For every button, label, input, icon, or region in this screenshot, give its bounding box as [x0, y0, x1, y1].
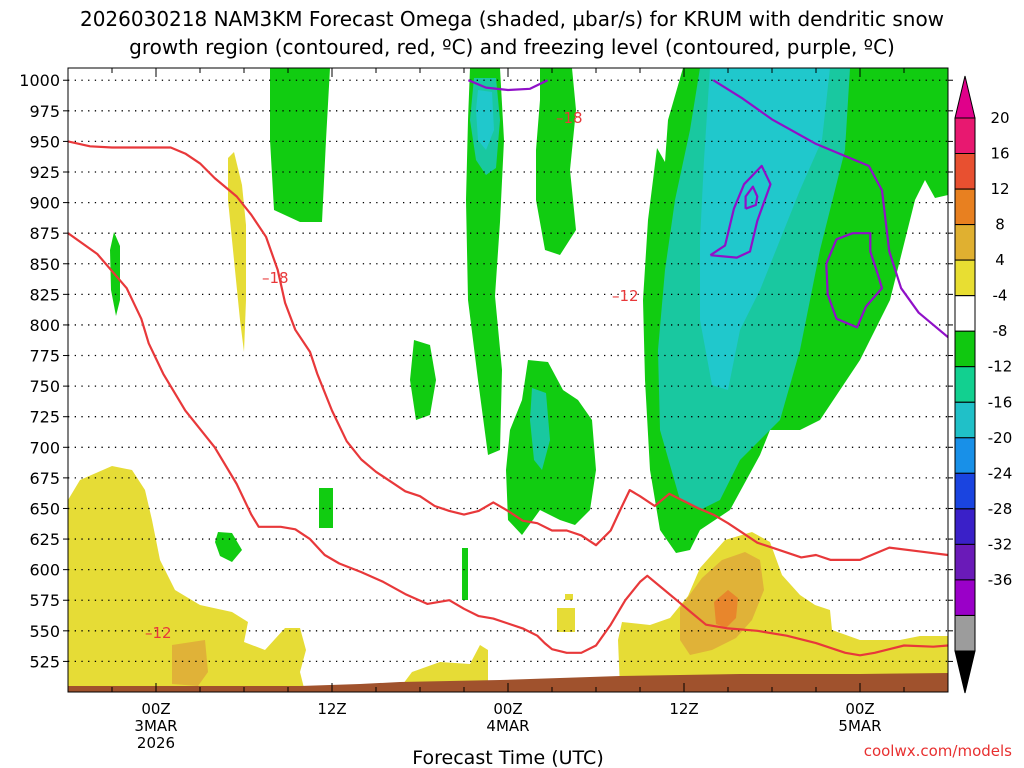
y-axis-ticks: 525 550 575 600 625 650 675 700 725 750 775 800 825 8…	[19, 71, 953, 671]
contour-dgz_-18_lower	[68, 232, 948, 657]
x-axis-title: Forecast Time (UTC)	[412, 747, 603, 768]
y-tick-label-650: 650	[29, 499, 60, 518]
colorbar-swatch-10	[954, 472, 976, 510]
colorbar-top-arrow	[954, 75, 976, 119]
omega-green-box	[319, 488, 333, 528]
omega-yellow-patch-b	[557, 608, 575, 632]
x-tick-label-12-1: 12Z	[317, 700, 346, 718]
colorbar-swatch-6	[954, 330, 976, 368]
colorbar-label-6: -8	[993, 322, 1008, 340]
x-tick-label-0-1: 00Z	[141, 700, 170, 718]
contour-label-minus12-b: –12	[612, 287, 639, 305]
omega-teal-lower	[530, 388, 550, 470]
colorbar-swatch-4	[954, 259, 976, 297]
colorbar-label-7: -12	[988, 358, 1013, 376]
x-tick-label-0-3: 2026	[137, 734, 175, 752]
colorbar-label-11: -28	[988, 500, 1013, 518]
omega-green-column-b	[536, 68, 576, 255]
contour-freezing_blob_right	[825, 232, 884, 329]
contour-freezing_rising	[712, 79, 948, 339]
y-tick-label-525: 525	[29, 652, 60, 671]
colorbar-swatch-3	[954, 224, 976, 261]
y-tick-label-775: 775	[29, 347, 60, 366]
x-tick-label-0-2: 3MAR	[134, 717, 177, 735]
omega-cyan-center	[476, 90, 494, 150]
contour-label-minus12-a: –12	[145, 624, 172, 642]
y-tick-label-975: 975	[29, 102, 60, 121]
colorbar-swatch-1	[954, 153, 976, 190]
credit-text: coolwx.com/models	[864, 742, 1012, 760]
omega-green-mid-patch	[410, 340, 436, 420]
omega-yellow-bottom-left	[68, 466, 306, 688]
colorbar-swatch-14	[954, 615, 976, 652]
chart-title-line2: growth region (contoured, red, ºC) and f…	[129, 35, 895, 59]
omega-cyan-right	[700, 68, 830, 390]
omega-orange-core	[714, 590, 738, 628]
y-tick-label-850: 850	[29, 255, 60, 274]
x-tick-label-24-2: 4MAR	[486, 717, 529, 735]
colorbar-swatch-8	[954, 401, 976, 439]
contour-freezing_overnight	[467, 79, 549, 92]
y-tick-label-600: 600	[29, 561, 60, 580]
colorbar-label-4: 4	[995, 251, 1005, 269]
omega-shading	[68, 68, 948, 692]
y-tick-label-550: 550	[29, 622, 60, 641]
y-tick-label-825: 825	[29, 285, 60, 304]
y-tick-label-875: 875	[29, 224, 60, 243]
colorbar-swatch-9	[954, 437, 976, 474]
colorbar-label-10: -24	[988, 464, 1013, 482]
y-tick-label-750: 750	[29, 377, 60, 396]
contour-lines	[68, 79, 948, 657]
chart-title-line1: 2026030218 NAM3KM Forecast Omega (shaded…	[80, 7, 944, 31]
y-tick-label-625: 625	[29, 530, 60, 549]
contour-freezing_blob_left	[709, 164, 772, 259]
x-tick-label-48-2: 5MAR	[838, 717, 881, 735]
colorbar-label-3: 8	[995, 216, 1005, 234]
y-tick-label-1000: 1000	[19, 71, 60, 90]
y-tick-label-900: 900	[29, 194, 60, 213]
omega-gold-left	[172, 640, 208, 686]
x-tick-label-24-1: 00Z	[493, 700, 522, 718]
colorbar-swatch-12	[954, 543, 976, 581]
colorbar-label-9: -20	[988, 429, 1013, 447]
y-tick-label-575: 575	[29, 591, 60, 610]
y-tick-label-700: 700	[29, 438, 60, 457]
omega-green-blob	[215, 532, 242, 562]
y-tick-label-725: 725	[29, 408, 60, 427]
colorbar-label-5: -4	[993, 287, 1008, 305]
colorbar-label-2: 12	[990, 180, 1009, 198]
contour-dgz_-12_upper	[68, 140, 948, 561]
omega-green-left-column	[270, 68, 330, 222]
x-tick-label-48-1: 00Z	[845, 700, 874, 718]
colorbar-swatch-7	[954, 366, 976, 403]
colorbar-label-13: -36	[988, 571, 1013, 589]
colorbar-swatch-11	[954, 508, 976, 545]
colorbar-swatch-0	[954, 117, 976, 154]
colorbar-bottom-arrow	[954, 650, 976, 694]
y-tick-label-800: 800	[29, 316, 60, 335]
colorbar-swatch-13	[954, 579, 976, 616]
colorbar: 20 16 12 8 4 -4 -8 -12 -16 -20 -24 -28 -32 -36	[954, 75, 1013, 694]
colorbar-label-12: -32	[988, 535, 1013, 553]
contour-label-minus18-a: –18	[262, 269, 289, 287]
contour-freezing_blob_small	[744, 185, 759, 210]
colorbar-label-1: 16	[990, 145, 1009, 163]
omega-green-thin-strip	[462, 548, 468, 600]
colorbar-label-0: 20	[990, 109, 1009, 127]
omega-yellow-speck	[565, 594, 573, 600]
omega-yellow-overnight	[400, 645, 488, 688]
y-tick-label-675: 675	[29, 469, 60, 488]
colorbar-label-8: -16	[988, 393, 1013, 411]
y-tick-label-925: 925	[29, 163, 60, 182]
contour-label-minus18-b: –18	[556, 109, 583, 127]
colorbar-swatch-2	[954, 188, 976, 226]
x-tick-label-36-1: 12Z	[669, 700, 698, 718]
y-tick-label-950: 950	[29, 132, 60, 151]
colorbar-swatch-5	[954, 295, 976, 332]
